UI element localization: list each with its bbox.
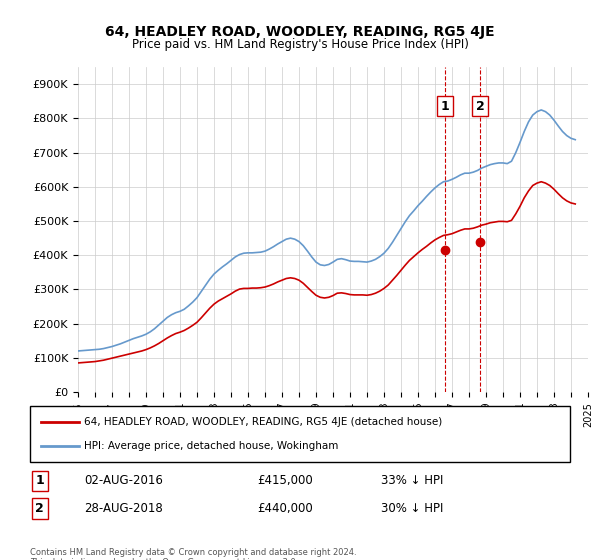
Text: 30% ↓ HPI: 30% ↓ HPI [381,502,443,515]
Text: 1: 1 [440,100,449,113]
Text: £440,000: £440,000 [257,502,313,515]
Text: 33% ↓ HPI: 33% ↓ HPI [381,474,443,487]
Text: 1: 1 [35,474,44,487]
Text: 64, HEADLEY ROAD, WOODLEY, READING, RG5 4JE: 64, HEADLEY ROAD, WOODLEY, READING, RG5 … [105,25,495,39]
Text: Contains HM Land Registry data © Crown copyright and database right 2024.
This d: Contains HM Land Registry data © Crown c… [30,548,356,560]
Text: HPI: Average price, detached house, Wokingham: HPI: Average price, detached house, Woki… [84,441,338,451]
Text: 2: 2 [476,100,485,113]
Text: 28-AUG-2018: 28-AUG-2018 [84,502,163,515]
Text: 64, HEADLEY ROAD, WOODLEY, READING, RG5 4JE (detached house): 64, HEADLEY ROAD, WOODLEY, READING, RG5 … [84,417,442,427]
Text: £415,000: £415,000 [257,474,313,487]
Text: 02-AUG-2016: 02-AUG-2016 [84,474,163,487]
FancyBboxPatch shape [30,406,570,462]
Text: 2: 2 [35,502,44,515]
Text: Price paid vs. HM Land Registry's House Price Index (HPI): Price paid vs. HM Land Registry's House … [131,38,469,51]
